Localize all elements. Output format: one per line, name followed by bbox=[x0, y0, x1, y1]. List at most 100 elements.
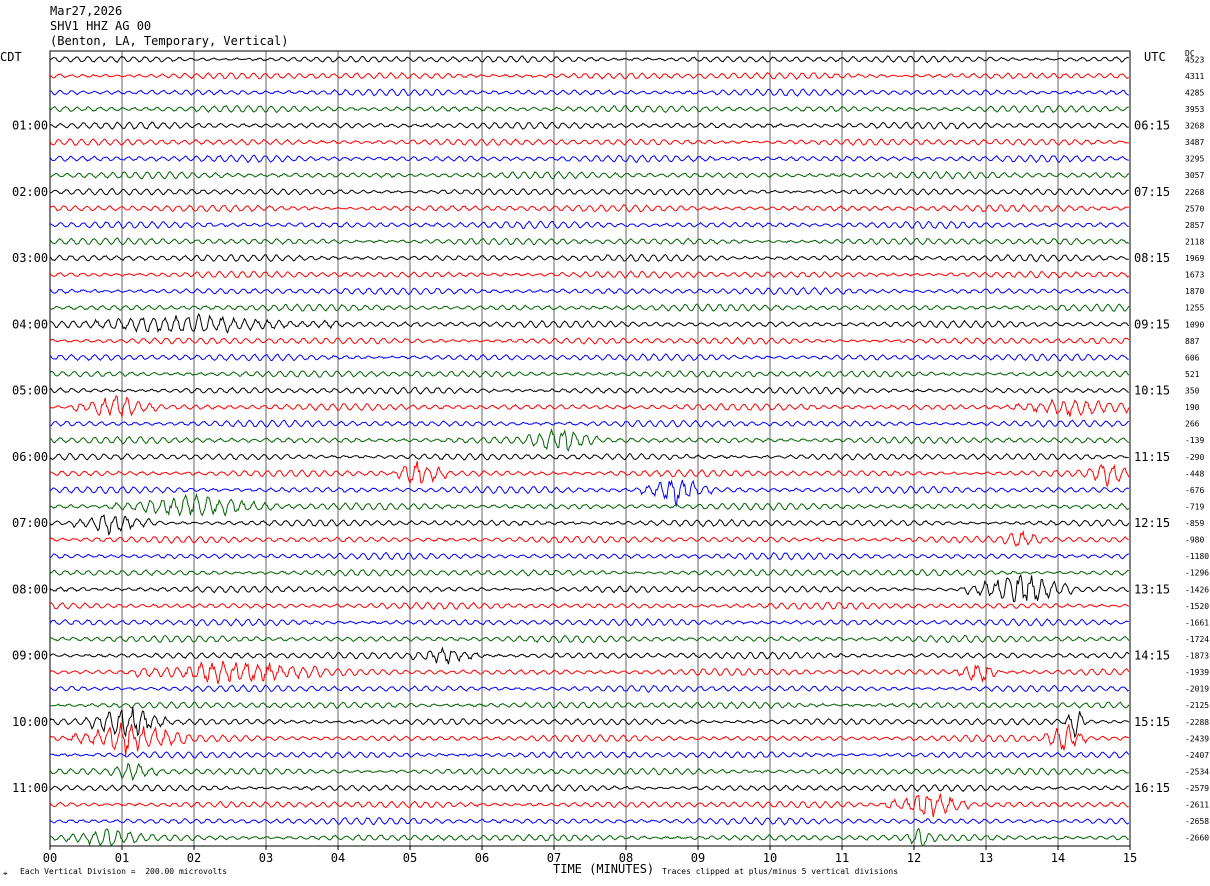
x-tick-label: 07 bbox=[547, 851, 561, 865]
trace-row-43 bbox=[49, 750, 1130, 759]
left-hour-label: 09:00 bbox=[12, 649, 48, 663]
dc-offset-label: 606 bbox=[1185, 353, 1200, 362]
scale-note: Each Vertical Division = 200.00 microvol… bbox=[20, 867, 228, 876]
left-timezone-label: CDT bbox=[0, 50, 22, 64]
left-hour-label: 08:00 bbox=[12, 582, 48, 596]
x-tick-label: 14 bbox=[1051, 851, 1065, 865]
dc-offset-label: 2118 bbox=[1185, 237, 1204, 246]
trace-row-31 bbox=[49, 551, 1130, 561]
left-hour-label: 03:00 bbox=[12, 251, 48, 265]
dc-offset-label: -2579 bbox=[1185, 784, 1209, 793]
trace-row-2 bbox=[49, 71, 1130, 81]
dc-offset-label: 2268 bbox=[1185, 188, 1204, 197]
right-hour-label: 07:15 bbox=[1134, 185, 1170, 199]
dc-offset-label: 3295 bbox=[1185, 155, 1204, 164]
dc-offset-label: -2407 bbox=[1185, 751, 1209, 760]
trace-row-45 bbox=[49, 784, 1129, 793]
right-hour-label: 06:15 bbox=[1134, 119, 1170, 133]
dc-offset-label: -2288 bbox=[1185, 718, 1209, 727]
trace-row-21 bbox=[49, 386, 1129, 395]
x-tick-label: 13 bbox=[979, 851, 993, 865]
dc-column-header: DC bbox=[1185, 49, 1195, 58]
trace-row-13 bbox=[49, 253, 1129, 263]
trace-row-14 bbox=[49, 270, 1130, 279]
trace-row-3 bbox=[49, 88, 1129, 97]
trace-row-7 bbox=[49, 154, 1129, 164]
dc-offset-label: 266 bbox=[1185, 420, 1200, 429]
dc-offset-label: 1969 bbox=[1185, 254, 1204, 263]
x-tick-label: 03 bbox=[259, 851, 273, 865]
right-timezone-label: UTC bbox=[1144, 50, 1166, 64]
trace-row-42 bbox=[49, 722, 1130, 756]
chart-date: Mar27,2026 bbox=[50, 4, 123, 18]
right-hour-label: 13:15 bbox=[1134, 582, 1170, 596]
dc-offset-label: -139 bbox=[1185, 436, 1204, 445]
x-tick-label: 00 bbox=[43, 851, 57, 865]
trace-row-48 bbox=[49, 827, 1129, 847]
left-hour-label: 11:00 bbox=[12, 781, 48, 795]
dc-offset-label: 3953 bbox=[1185, 105, 1204, 114]
dc-offset-label: -2658 bbox=[1185, 817, 1209, 826]
x-tick-label: 12 bbox=[907, 851, 921, 865]
trace-row-35 bbox=[49, 617, 1129, 627]
trace-row-15 bbox=[49, 286, 1129, 296]
x-tick-label: 04 bbox=[331, 851, 345, 865]
dc-offset-label: 4285 bbox=[1185, 88, 1204, 97]
trace-row-26 bbox=[49, 460, 1130, 489]
trace-row-41 bbox=[49, 707, 1130, 739]
x-tick-label: 11 bbox=[835, 851, 849, 865]
dc-offset-label: 1673 bbox=[1185, 271, 1204, 280]
trace-row-16 bbox=[49, 303, 1130, 312]
dc-offset-label: 521 bbox=[1185, 370, 1200, 379]
dc-offset-label: -1180 bbox=[1185, 552, 1209, 561]
dc-offset-label: 3487 bbox=[1185, 138, 1204, 147]
trace-row-34 bbox=[49, 601, 1130, 611]
trace-row-36 bbox=[49, 634, 1130, 644]
trace-row-12 bbox=[49, 237, 1130, 246]
x-tick-label: 15 bbox=[1123, 851, 1137, 865]
x-tick-label: 05 bbox=[403, 851, 417, 865]
right-hour-label: 11:15 bbox=[1134, 450, 1170, 464]
trace-row-30 bbox=[49, 529, 1130, 548]
trace-row-32 bbox=[49, 568, 1129, 577]
left-hour-label: 01:00 bbox=[12, 119, 48, 133]
x-tick-label: 02 bbox=[187, 851, 201, 865]
right-hour-label: 10:15 bbox=[1134, 384, 1170, 398]
x-tick-label: 06 bbox=[475, 851, 489, 865]
dc-offset-label: 350 bbox=[1185, 387, 1200, 396]
dc-offset-label: -448 bbox=[1185, 469, 1204, 478]
trace-row-28 bbox=[49, 492, 1130, 517]
dc-offset-label: 1255 bbox=[1185, 304, 1204, 313]
trace-row-25 bbox=[49, 453, 1129, 461]
right-hour-label: 12:15 bbox=[1134, 516, 1170, 530]
dc-offset-label: 3057 bbox=[1185, 171, 1204, 180]
trace-row-27 bbox=[49, 479, 1130, 507]
right-hour-label: 09:15 bbox=[1134, 317, 1170, 331]
trace-row-24 bbox=[49, 428, 1130, 452]
trace-row-20 bbox=[49, 370, 1130, 378]
trace-row-17 bbox=[50, 312, 1130, 334]
dc-offset-label: -2660 bbox=[1185, 834, 1209, 843]
trace-row-46 bbox=[49, 793, 1129, 818]
dc-offset-label: -2125 bbox=[1185, 701, 1209, 710]
clip-note: Traces clipped at plus/minus 5 vertical … bbox=[662, 867, 899, 876]
corner-mark-icon: ⌖ bbox=[3, 869, 8, 878]
left-hour-label: 06:00 bbox=[12, 450, 48, 464]
trace-row-22 bbox=[49, 395, 1130, 418]
left-hour-label: 05:00 bbox=[12, 384, 48, 398]
trace-row-19 bbox=[49, 353, 1129, 362]
dc-offset-label: 4311 bbox=[1185, 72, 1204, 81]
trace-row-6 bbox=[49, 138, 1129, 147]
left-hour-label: 10:00 bbox=[12, 715, 48, 729]
chart-location: (Benton, LA, Temporary, Vertical) bbox=[50, 34, 289, 48]
trace-row-39 bbox=[49, 684, 1130, 693]
trace-row-23 bbox=[49, 419, 1130, 428]
right-hour-label: 16:15 bbox=[1134, 781, 1170, 795]
trace-row-10 bbox=[49, 203, 1129, 213]
dc-offset-label: 1870 bbox=[1185, 287, 1204, 296]
plot-frame bbox=[49, 50, 1131, 847]
trace-row-18 bbox=[49, 336, 1130, 345]
dc-offset-label: -719 bbox=[1185, 502, 1204, 511]
trace-row-37 bbox=[49, 646, 1130, 665]
